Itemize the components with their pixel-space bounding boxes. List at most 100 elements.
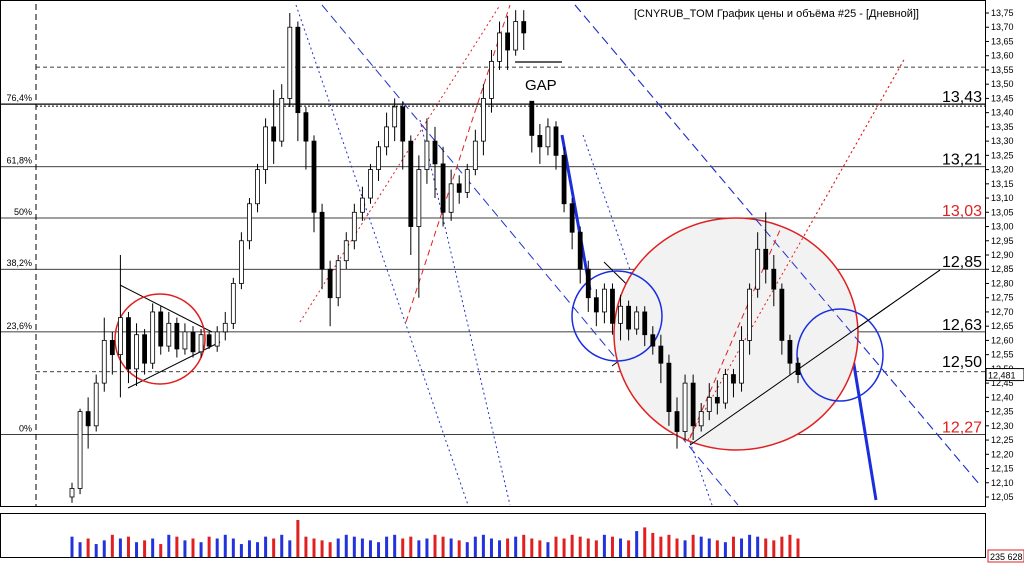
price-level-label: 12,27 <box>942 419 982 436</box>
volume-bar <box>788 534 792 557</box>
price-level-label: 13,43 <box>942 89 982 106</box>
volume-bar <box>457 540 461 557</box>
axis-tick-label: 12,40 <box>991 392 1014 402</box>
volume-bar <box>247 540 251 557</box>
candle-body <box>658 345 664 364</box>
candle-body <box>134 334 139 370</box>
chart-title: [CNYRUB_TOM График цены и объёма #25 - [… <box>634 8 919 20</box>
analysis-drawings <box>114 4 981 506</box>
candle-body <box>255 169 260 205</box>
blue-bold-arrow <box>560 134 592 291</box>
candle-body <box>731 374 736 384</box>
axis-tick-label: 13,30 <box>991 136 1014 146</box>
volume-bar <box>272 538 276 557</box>
volume-bar <box>449 538 453 557</box>
volume-bar <box>102 540 106 557</box>
candle-body <box>343 240 349 262</box>
candle-body <box>174 322 180 350</box>
candle-body <box>795 362 801 375</box>
candle-body <box>569 203 575 233</box>
candle-body <box>771 268 777 290</box>
price-level-label: 12,63 <box>942 317 982 334</box>
axis-tick-label: 12,30 <box>991 421 1014 431</box>
volume-bar <box>578 536 582 557</box>
candle-body <box>747 288 752 341</box>
volume-bar <box>683 540 687 557</box>
price-level-label: 12,50 <box>942 354 982 371</box>
candle-body <box>69 488 75 498</box>
volume-value-box <box>987 549 1024 563</box>
axis-tick-label: 12,80 <box>991 278 1014 288</box>
candle-body <box>666 362 672 412</box>
candle-body <box>279 98 285 142</box>
volume-bar <box>651 532 655 557</box>
candle-body <box>126 317 131 370</box>
axis-tick-label: 12,25 <box>991 435 1014 445</box>
volume-bar <box>304 536 308 557</box>
volume-bar <box>619 538 623 557</box>
volume-bar <box>425 538 429 557</box>
candle-body <box>497 32 502 62</box>
axis-tick-label: 12,65 <box>991 321 1014 331</box>
candle-body <box>440 163 446 213</box>
volume-panel <box>70 520 800 557</box>
axis-tick-label: 13,70 <box>991 22 1014 32</box>
volume-panel-frame <box>0 513 986 558</box>
candle-body <box>295 26 301 114</box>
volume-bar <box>223 534 227 557</box>
volume-bar <box>344 534 348 557</box>
volume-bar <box>336 538 340 557</box>
axis-tick-label: 13,15 <box>991 179 1014 189</box>
candle-body <box>787 340 793 364</box>
axis-tick-label: 13,75 <box>991 8 1014 18</box>
support-trendline <box>689 269 941 446</box>
candle-body <box>602 288 607 313</box>
fib-level-label: 76,4% <box>6 93 32 103</box>
candle-body <box>158 311 164 347</box>
candle-body <box>634 311 640 330</box>
candle-body <box>456 183 462 193</box>
highlight-blue-circle <box>571 270 663 362</box>
volume-bar <box>312 538 316 557</box>
volume-bar <box>151 538 155 557</box>
volume-bar <box>748 534 752 557</box>
fib-level-label: 38,2% <box>6 258 32 268</box>
axis-tick-label: 13,50 <box>991 79 1014 89</box>
volume-bar <box>231 538 235 557</box>
volume-bar <box>570 534 574 557</box>
candle-body <box>118 317 123 356</box>
volume-bar <box>594 540 598 557</box>
axis-tick-label: 13,65 <box>991 36 1014 46</box>
volume-bar <box>215 538 219 557</box>
candle-body <box>359 197 365 213</box>
candle-body <box>287 26 293 99</box>
volume-bar <box>602 534 606 557</box>
axis-tick-label: 12,55 <box>991 350 1014 360</box>
volume-bar <box>554 536 558 557</box>
volume-bar <box>167 534 171 557</box>
candle-body <box>448 183 454 213</box>
highlight-red-circle-small <box>114 293 206 385</box>
volume-bar <box>780 536 784 557</box>
volume-bar <box>401 538 405 557</box>
candle-body <box>706 396 712 412</box>
candle-body <box>561 154 567 205</box>
volume-bar <box>498 540 502 557</box>
volume-bar <box>409 536 413 557</box>
volume-bar <box>433 534 437 557</box>
candle-body <box>230 283 236 324</box>
candles-layer <box>69 10 801 503</box>
fib-level-label: 61,8% <box>6 156 32 166</box>
candle-body <box>642 311 648 336</box>
candle-body <box>142 334 148 364</box>
axis-tick-label: 12,20 <box>991 449 1014 459</box>
volume-bar <box>659 536 663 557</box>
volume-bar <box>538 540 542 557</box>
volume-bar <box>191 538 195 557</box>
volume-bar <box>473 536 477 557</box>
candle-body <box>214 331 220 347</box>
candle-body <box>513 21 519 51</box>
volume-bar <box>715 540 719 557</box>
candle-body <box>93 382 99 427</box>
